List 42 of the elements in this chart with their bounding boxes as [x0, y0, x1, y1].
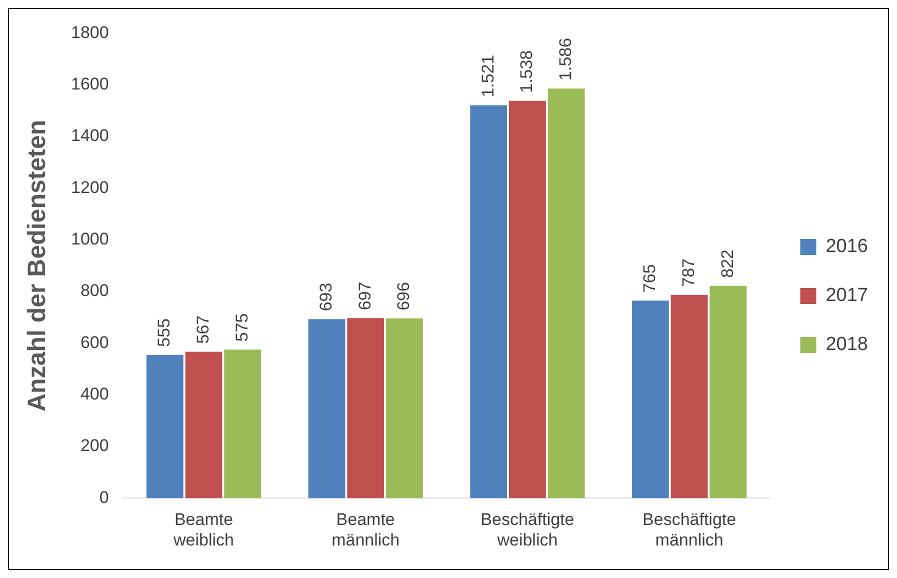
x-tick-label: Beschäftigte männlich — [642, 510, 736, 550]
data-label: 1.521 — [478, 54, 498, 98]
y-tick-label: 400 — [80, 384, 109, 404]
data-label: 765 — [640, 264, 660, 293]
y-tick-label: 600 — [80, 332, 109, 352]
data-label: 696 — [394, 282, 414, 310]
data-label: 693 — [316, 282, 336, 312]
x-tick-label: Beamte männlich — [332, 510, 400, 550]
y-axis-title: Anzahl der Bediensteten — [22, 120, 51, 412]
legend-label: 2017 — [826, 285, 868, 306]
data-label: 555 — [154, 318, 174, 347]
x-tick-label: Beamte weiblich — [172, 510, 234, 550]
data-label: 822 — [718, 249, 737, 278]
legend-label: 2016 — [826, 236, 868, 258]
bar — [509, 100, 546, 498]
y-tick-label: 1800 — [70, 22, 109, 42]
bar — [224, 350, 262, 498]
data-label: 697 — [355, 282, 374, 310]
bar — [548, 88, 585, 498]
y-tick-label: 1600 — [70, 74, 109, 94]
bar — [670, 294, 708, 498]
data-label: 787 — [678, 258, 698, 287]
bar — [185, 352, 222, 498]
bar — [710, 286, 747, 498]
y-tick-label: 0 — [99, 488, 109, 507]
data-label: 575 — [232, 313, 252, 342]
x-tick-label: Beschäftigte weiblich — [480, 510, 574, 550]
bar — [146, 354, 184, 498]
data-label: 567 — [193, 315, 212, 344]
bar — [347, 318, 384, 498]
data-label: 1.586 — [556, 38, 575, 80]
data-label: 1.538 — [517, 50, 536, 93]
legend-label: 2018 — [826, 334, 868, 356]
y-tick-label: 1200 — [70, 178, 109, 197]
bar — [632, 300, 669, 498]
y-tick-label: 800 — [80, 281, 109, 300]
bar — [386, 318, 423, 498]
y-tick-label: 1000 — [70, 230, 109, 249]
y-tick-label: 1400 — [70, 126, 109, 146]
bar — [470, 105, 508, 498]
y-tick-label: 200 — [80, 436, 109, 456]
bar — [308, 319, 346, 498]
